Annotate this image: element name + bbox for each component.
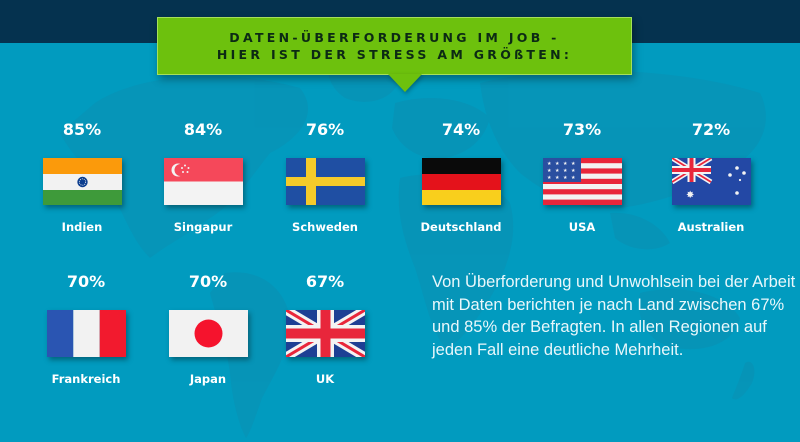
country-name: Schweden (292, 220, 358, 234)
country-name: Indien (61, 220, 103, 234)
svg-text:★: ★ (563, 161, 568, 167)
title-banner: DATEN-ÜBERFORDERUNG IM JOB - HIER IST DE… (157, 17, 632, 75)
country-card-australia: 72% ✸ Australien (651, 120, 771, 235)
sweden-flag-icon (285, 158, 365, 205)
svg-text:★: ★ (547, 175, 552, 181)
percent-value: 85% (62, 120, 102, 139)
country-name: Japan (189, 372, 227, 386)
percent-value: 73% (562, 120, 602, 139)
country-name: Singapur (173, 220, 233, 234)
country-name: Australien (677, 220, 745, 234)
svg-text:★: ★ (571, 175, 576, 181)
svg-text:★: ★ (547, 161, 552, 167)
country-card-sweden: 76% Schweden (265, 120, 385, 235)
percent-value: 74% (441, 120, 481, 139)
country-card-germany: 74% Deutschland (401, 120, 521, 235)
percent-value: 76% (305, 120, 345, 139)
country-card-uk: 67% UK (265, 272, 385, 387)
australia-flag-icon: ✸ (671, 158, 751, 205)
country-name: Deutschland (420, 220, 502, 234)
country-name: USA (568, 220, 596, 234)
japan-flag-icon (168, 310, 248, 357)
usa-flag-icon: ★ ★ ★ ★ ★ ★ ★ ★ ★ ★ ★ ★ (542, 158, 622, 205)
svg-text:★: ★ (547, 168, 552, 174)
svg-text:★: ★ (555, 168, 560, 174)
singapore-flag-icon (163, 158, 243, 205)
germany-flag-icon (421, 158, 501, 205)
country-card-france: 70% Frankreich (26, 272, 146, 387)
country-card-usa: 73% ★ ★ ★ ★ ★ ★ ★ ★ ★ ★ ★ ★ USA (522, 120, 642, 235)
country-card-japan: 70% Japan (148, 272, 268, 387)
country-name: UK (315, 372, 335, 386)
svg-text:✸: ✸ (686, 190, 694, 201)
title-line-2: HIER IST DER STRESS AM GRÖßTEN: (216, 47, 573, 62)
percent-value: 70% (66, 272, 106, 291)
svg-text:★: ★ (563, 168, 568, 174)
svg-text:★: ★ (571, 161, 576, 167)
country-card-singapore: 84% Singapur (143, 120, 263, 235)
svg-text:★: ★ (571, 168, 576, 174)
banner-pointer (388, 74, 422, 92)
svg-text:★: ★ (555, 175, 560, 181)
country-name: Frankreich (51, 372, 121, 386)
svg-text:★: ★ (563, 175, 568, 181)
description-text: Von Überforderung und Unwohlsein bei der… (432, 273, 796, 359)
title-line-1: DATEN-ÜBERFORDERUNG IM JOB - (229, 30, 560, 45)
france-flag-icon (46, 310, 126, 357)
uk-flag-icon (285, 310, 365, 357)
percent-value: 70% (188, 272, 228, 291)
india-flag-icon (42, 158, 122, 205)
percent-value: 84% (183, 120, 223, 139)
percent-value: 67% (305, 272, 345, 291)
country-card-india: 85% Indien (22, 120, 142, 235)
percent-value: 72% (691, 120, 731, 139)
svg-text:★: ★ (555, 161, 560, 167)
